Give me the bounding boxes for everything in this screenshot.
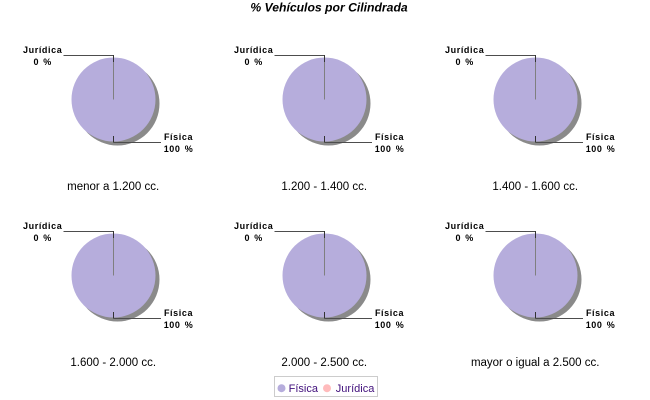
svg-text:1.600 - 2.000 cc.: 1.600 - 2.000 cc. xyxy=(70,357,156,369)
svg-text:menor a 1.200 cc.: menor a 1.200 cc. xyxy=(67,181,159,193)
svg-text:1.400 - 1.600 cc.: 1.400 - 1.600 cc. xyxy=(492,181,578,193)
svg-text:mayor o igual a 2.500 cc.: mayor o igual a 2.500 cc. xyxy=(471,357,600,369)
svg-text:1.200 - 1.400 cc.: 1.200 - 1.400 cc. xyxy=(281,181,367,193)
svg-text:% Vehículos por Cilindrada: % Vehículos por Cilindrada xyxy=(250,1,408,15)
svg-text:Jurídica: Jurídica xyxy=(336,383,375,395)
svg-text:Física: Física xyxy=(289,383,319,395)
svg-text:2.000 - 2.500 cc.: 2.000 - 2.500 cc. xyxy=(281,357,367,369)
